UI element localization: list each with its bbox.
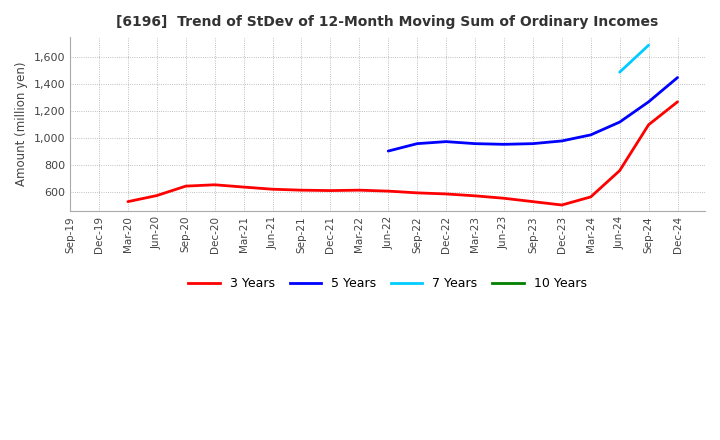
5 Years — [528, 141, 537, 146]
3 Years — [500, 196, 508, 201]
3 Years — [616, 168, 624, 173]
Legend: 3 Years, 5 Years, 7 Years, 10 Years: 3 Years, 5 Years, 7 Years, 10 Years — [184, 272, 592, 295]
3 Years — [210, 182, 219, 187]
5 Years — [644, 99, 653, 104]
5 Years — [384, 148, 392, 154]
5 Years — [442, 139, 451, 144]
5 Years — [471, 141, 480, 146]
3 Years — [673, 99, 682, 104]
5 Years — [500, 142, 508, 147]
Line: 3 Years: 3 Years — [128, 102, 678, 205]
3 Years — [384, 188, 392, 194]
Y-axis label: Amount (million yen): Amount (million yen) — [15, 62, 28, 187]
7 Years — [644, 43, 653, 48]
3 Years — [124, 199, 132, 204]
7 Years — [616, 70, 624, 75]
5 Years — [557, 138, 566, 143]
3 Years — [355, 187, 364, 193]
3 Years — [269, 187, 277, 192]
3 Years — [326, 188, 335, 193]
5 Years — [413, 141, 421, 146]
3 Years — [644, 122, 653, 128]
3 Years — [297, 187, 306, 193]
Title: [6196]  Trend of StDev of 12-Month Moving Sum of Ordinary Incomes: [6196] Trend of StDev of 12-Month Moving… — [117, 15, 659, 29]
3 Years — [557, 202, 566, 208]
3 Years — [413, 190, 421, 195]
3 Years — [181, 183, 190, 189]
Line: 7 Years: 7 Years — [620, 45, 649, 72]
5 Years — [673, 75, 682, 80]
5 Years — [586, 132, 595, 138]
Line: 5 Years: 5 Years — [388, 77, 678, 151]
3 Years — [528, 199, 537, 204]
3 Years — [471, 193, 480, 198]
3 Years — [153, 193, 161, 198]
3 Years — [442, 191, 451, 197]
5 Years — [616, 119, 624, 125]
3 Years — [586, 194, 595, 200]
3 Years — [239, 184, 248, 190]
